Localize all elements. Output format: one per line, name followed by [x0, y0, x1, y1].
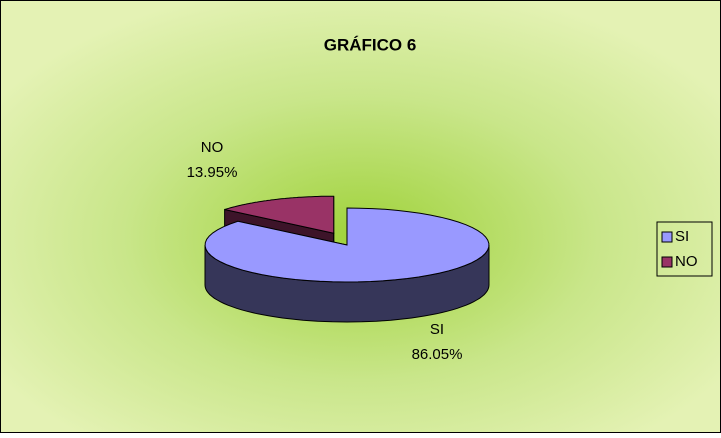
- legend-swatch: [661, 256, 673, 268]
- data-label-value: 86.05%: [412, 346, 463, 363]
- pie-slice: [204, 207, 490, 323]
- slice-top: [224, 195, 335, 234]
- data-label-name: NO: [201, 139, 224, 156]
- slice-top: [204, 207, 490, 283]
- data-label-name: SI: [430, 321, 444, 338]
- legend-label: NO: [675, 253, 698, 270]
- pie: [204, 195, 490, 323]
- chart-title: GRÁFICO 6: [324, 35, 417, 54]
- legend-swatch: [661, 231, 673, 243]
- legend-label: SI: [675, 228, 689, 245]
- legend-box: [656, 221, 713, 277]
- data-label-value: 13.95%: [187, 164, 238, 181]
